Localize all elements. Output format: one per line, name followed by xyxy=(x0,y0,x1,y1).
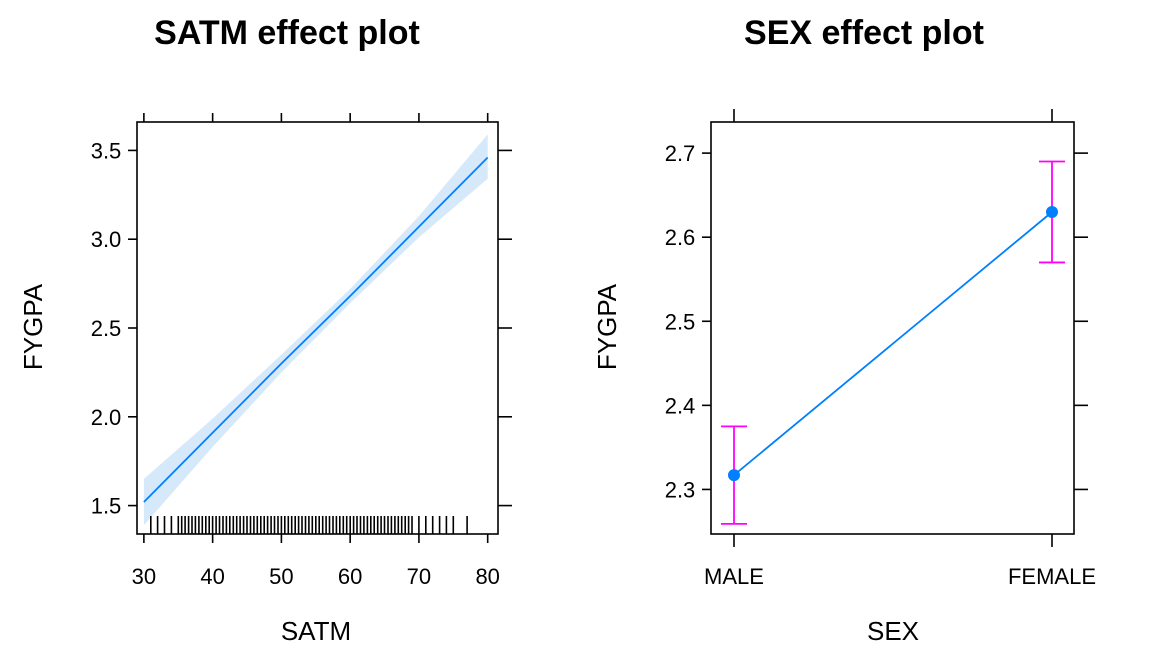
x-tick-label: 30 xyxy=(132,564,156,589)
x-tick-label: 60 xyxy=(338,564,362,589)
y-tick-label: 2.4 xyxy=(665,393,696,418)
y-tick-label: 2.6 xyxy=(665,225,696,250)
satm-plot-frame xyxy=(136,121,499,535)
x-tick-label: 50 xyxy=(269,564,293,589)
satm-x-ticks: 30 40 50 60 70 80 xyxy=(132,113,500,589)
sex-y-ticks: 2.3 2.4 2.5 2.6 2.7 xyxy=(665,141,1088,502)
x-tick-label: 40 xyxy=(200,564,224,589)
x-tick-label: 70 xyxy=(407,564,431,589)
satm-x-axis-label: SATM xyxy=(281,616,351,646)
sex-plot-frame xyxy=(710,121,1075,535)
y-tick-label: 2.7 xyxy=(665,141,696,166)
sex-x-ticks: MALE FEMALE xyxy=(704,109,1096,589)
satm-effect-line xyxy=(143,156,489,503)
sex-x-axis-label: SEX xyxy=(867,616,919,646)
y-tick-label: 2.5 xyxy=(665,309,696,334)
y-tick-label: 2.0 xyxy=(91,405,122,430)
satm-chart-title: SATM effect plot xyxy=(154,14,420,52)
y-tick-label: 3.0 xyxy=(91,227,122,252)
sex-connect-line xyxy=(733,211,1053,476)
effect-point xyxy=(728,469,740,482)
satm-y-axis-label: FYGPA xyxy=(18,283,48,370)
effect-point xyxy=(1046,206,1058,218)
satm-effect-panel: SATM effect plot SATM FYGPA 30 40 50 60 70 80… xyxy=(18,14,512,646)
y-tick-label: 1.5 xyxy=(91,494,122,519)
sex-effect-points xyxy=(728,206,1058,482)
sex-effect-line xyxy=(733,211,1053,476)
satm-y-ticks: 1.5 2.0 2.5 3.0 3.5 xyxy=(91,138,512,519)
y-tick-label: 2.3 xyxy=(665,477,696,502)
x-tick-label: FEMALE xyxy=(1008,564,1096,589)
y-tick-label: 3.5 xyxy=(91,138,122,163)
x-tick-label: MALE xyxy=(704,564,764,589)
sex-chart-title: SEX effect plot xyxy=(744,14,984,52)
sex-effect-panel: SEX effect plot SEX FYGPA MALE FEMALE 2.3… xyxy=(592,14,1096,646)
y-tick-label: 2.5 xyxy=(91,316,122,341)
satm-fit-line xyxy=(143,156,489,503)
x-tick-label: 80 xyxy=(475,564,499,589)
sex-y-axis-label: FYGPA xyxy=(592,283,622,370)
satm-rug-marks xyxy=(150,516,468,534)
